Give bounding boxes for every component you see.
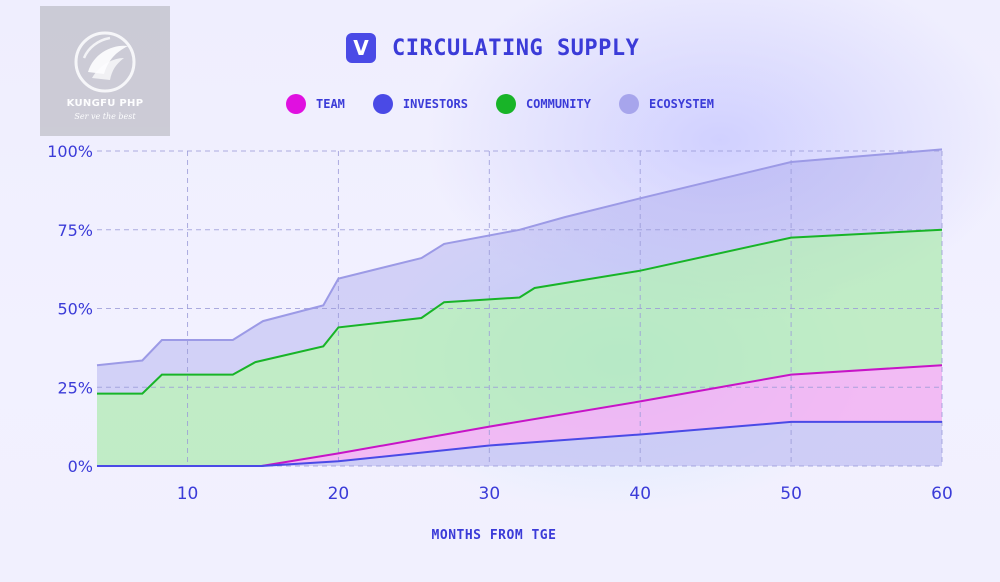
brand-logo-icon: V: [346, 33, 376, 63]
area-ecosystem: [97, 149, 942, 394]
legend-label-ecosystem: ECOSYSTEM: [648, 97, 714, 111]
legend-item-ecosystem: ECOSYSTEM: [618, 94, 714, 114]
line-investors: [97, 420, 942, 467]
y-tick-label-50: 50%: [57, 300, 93, 319]
legend-swatch-ecosystem: [618, 94, 639, 114]
watermark-name: KUNGFU PHP: [66, 98, 144, 109]
area-community: [97, 229, 942, 466]
kungfu-logo-icon: [74, 31, 136, 93]
legend-item-community: COMMUNITY: [495, 94, 591, 114]
legend-item-team: TEAM: [286, 94, 345, 114]
x-tick-label-20: 20: [328, 484, 350, 504]
chart-header: V CIRCULATING SUPPLY: [346, 32, 639, 64]
y-tick-label-100: 100%: [47, 142, 93, 161]
x-tick-label-30: 30: [479, 484, 501, 504]
watermark: KUNGFU PHP Ser ve the best: [40, 6, 170, 136]
y-tick-label-25: 25%: [57, 378, 93, 397]
x-tick-label-10: 10: [177, 484, 199, 504]
legend-label-investors: INVESTORS: [402, 97, 468, 111]
x-tick-label-40: 40: [629, 484, 651, 504]
area-team: [97, 365, 942, 466]
y-tick-label-75: 75%: [57, 221, 93, 240]
watermark-tagline: Ser ve the best: [74, 112, 136, 121]
legend-item-investors: INVESTORS: [372, 94, 468, 114]
line-community: [97, 228, 943, 395]
legend-swatch-team: [286, 94, 306, 114]
chart-legend: TEAM INVESTORS COMMUNITY ECOSYSTEM: [286, 94, 742, 114]
line-ecosystem: [96, 148, 943, 367]
legend-swatch-investors: [372, 94, 393, 114]
legend-label-community: COMMUNITY: [525, 97, 591, 111]
x-tick-label-50: 50: [780, 484, 802, 504]
chart-title: CIRCULATING SUPPLY: [392, 35, 640, 61]
x-axis-label: MONTHS FROM TGE: [431, 528, 557, 543]
legend-label-team: TEAM: [316, 97, 345, 111]
legend-swatch-community: [495, 94, 516, 114]
x-tick-label-60: 60: [931, 484, 953, 504]
y-tick-label-0: 0%: [68, 457, 93, 476]
